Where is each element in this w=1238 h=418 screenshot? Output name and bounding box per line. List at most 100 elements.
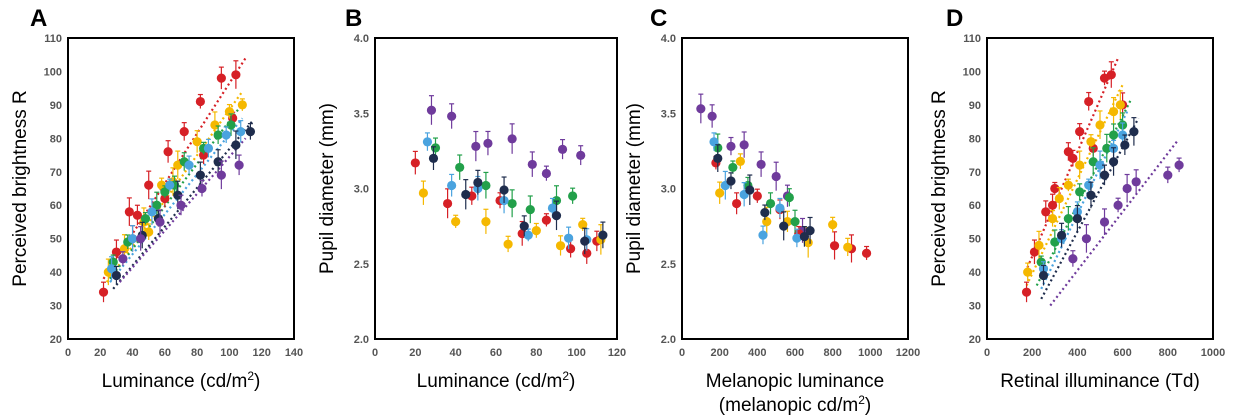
chart-panel-c: C 0 200 400 600 800 1000 1200 2.0 2.5 3.0 3.5 4.0 Mel… [624,5,920,416]
data-point-navy [799,232,810,242]
data-point-green [1102,143,1112,153]
panel-label: A [30,5,47,32]
data-point-orange [1034,240,1044,250]
x-tick-label: 600 [1113,347,1131,359]
data-point-navy [213,157,223,167]
x-tick-label: 1000 [858,347,882,359]
data-point-navy [779,221,789,231]
y-tick-label: 40 [50,267,62,279]
data-point-purple [483,138,493,148]
data-point-red [195,96,205,107]
data-point-green [568,191,578,201]
data-point-navy [1099,170,1110,180]
data-point-orange [1063,180,1073,190]
data-point-orange [762,217,772,227]
y-tick-label: 20 [50,334,62,346]
data-point-orange [1108,106,1119,117]
y-tick-label: 100 [44,66,62,78]
data-point-navy [1129,127,1139,137]
fit-line-navy [112,120,253,290]
y-tick-label: 2.0 [661,334,676,346]
x-tick-label: 120 [253,347,271,359]
data-point-navy [551,210,562,221]
y-axis-label: Perceived brightness R [10,90,31,286]
data-point-green [160,187,170,197]
y-tick-label: 30 [969,301,981,313]
data-point-red [732,198,742,209]
data-point-blue [564,233,574,243]
data-point-orange [418,188,428,198]
data-point-orange [481,217,491,227]
x-tick-label: 140 [285,347,303,359]
x-tick-label: 40 [126,347,138,359]
chart-panel-d: D 0 200 400 600 800 1000 20 30 40 50 60 70 80 90 100 110… [929,5,1225,392]
chart-panel-b: B 0 20 40 60 80 100 120 2.0 2.5 3.0 3.5 4.0 Luminance… [317,5,626,392]
x-axis-label: Melanopic luminance [706,371,885,392]
data-point-purple [426,105,437,115]
data-point-red [1063,147,1073,157]
y-tick-label: 80 [969,133,981,145]
data-point-purple [234,160,244,170]
data-point-navy [245,127,256,137]
data-point-orange [1075,160,1085,170]
data-point-purple [1081,234,1092,244]
x-tick-label: 0 [372,347,378,359]
data-point-red [132,210,143,220]
y-tick-label: 3.0 [661,184,676,196]
data-point-purple [176,200,186,210]
data-point-green [525,204,535,215]
data-point-navy [231,140,241,150]
x-tick-label: 80 [191,347,203,359]
data-point-purple [1174,160,1184,170]
data-point-green [507,198,517,209]
data-point-red [124,207,134,217]
x-tick-label: 0 [679,347,685,359]
data-point-red [1075,127,1085,137]
data-point-green [728,162,738,173]
y-tick-label: 4.0 [354,33,369,45]
data-point-red [1050,183,1060,194]
data-point-navy [111,270,122,281]
data-point-navy [1086,190,1096,200]
x-tick-label: 100 [567,347,585,359]
data-point-purple [1068,254,1078,264]
x-axis-label: Luminance (cd/m2) [417,369,576,392]
data-point-red [410,158,420,168]
data-point-red [829,241,840,251]
data-point-orange [715,188,725,198]
data-point-purple [1131,177,1141,187]
data-point-purple [1099,217,1110,227]
data-point-navy [461,189,471,200]
data-point-navy [519,221,529,231]
data-point-green [784,192,794,203]
data-point-purple [155,217,165,227]
data-point-purple [726,141,736,151]
y-tick-label: 60 [969,200,981,212]
x-tick-label: 20 [409,347,421,359]
y-tick-label: 50 [50,234,62,246]
y-tick-label: 110 [963,33,981,45]
data-point-blue [547,203,558,213]
x-tick-label: 200 [710,347,728,359]
y-tick-label: 30 [50,301,62,313]
data-point-purple [771,171,781,182]
data-point-red [98,287,109,297]
data-point-orange [1047,214,1058,224]
y-tick-label: 2.0 [354,334,369,346]
data-point-orange [237,100,247,110]
data-point-red [1106,70,1116,80]
y-tick-label: 2.5 [661,259,676,271]
data-point-blue [775,203,785,213]
x-axis-label: Retinal illuminance (Td) [1000,371,1200,392]
data-point-purple [527,159,537,170]
data-point-navy [428,153,439,163]
panel-label: D [946,5,963,32]
data-point-blue [184,160,194,170]
data-point-purple [507,134,517,144]
data-point-orange [503,239,513,249]
data-point-purple [696,104,706,114]
y-tick-label: 3.0 [354,184,369,196]
data-point-green [152,200,162,210]
data-point-navy [713,153,723,163]
